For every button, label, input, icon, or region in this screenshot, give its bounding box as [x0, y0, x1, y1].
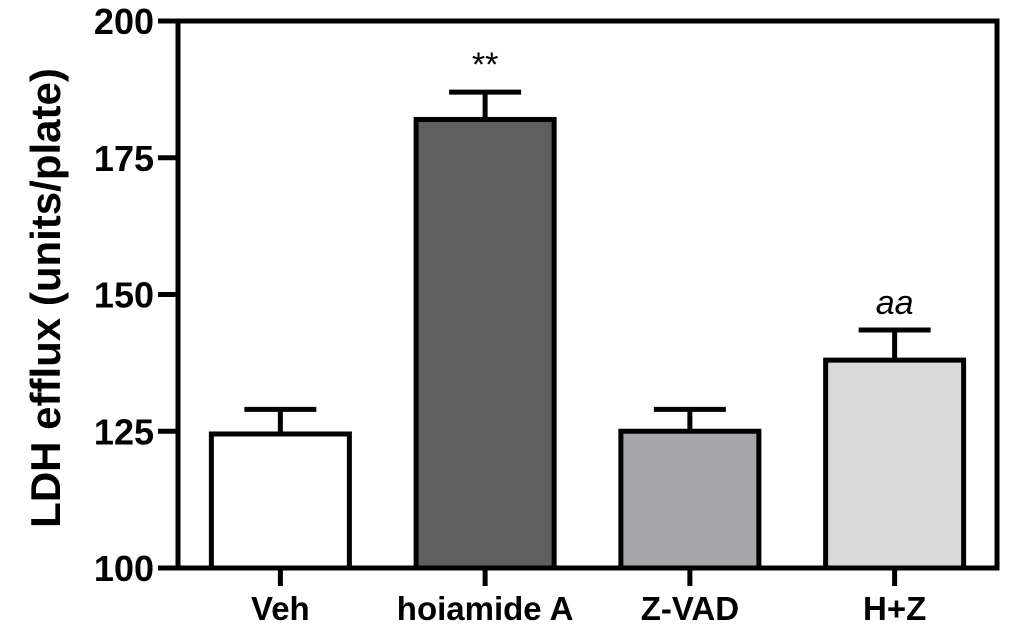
x-axis-ticks: Veh hoiamide A Z-VAD H+Z: [251, 568, 926, 627]
bar-hoiamide-a: [413, 116, 557, 571]
y-tick-label: 125: [94, 411, 154, 452]
x-tick-label: hoiamide A: [397, 590, 574, 627]
significance-label: **: [472, 46, 498, 84]
bar-z-vad: [618, 428, 762, 571]
y-tick-label: 175: [94, 138, 154, 179]
x-tick-label: Z-VAD: [641, 590, 739, 627]
x-tick-label: Veh: [251, 590, 310, 627]
y-tick-label: 100: [94, 548, 154, 589]
bar-h-z: [823, 357, 967, 571]
error-bars: [244, 89, 931, 434]
plot-frame: [175, 18, 1000, 571]
bars: [208, 116, 967, 571]
x-tick-label: H+Z: [863, 590, 926, 627]
y-axis-title: LDH efflux (units/plate): [22, 68, 69, 528]
y-axis-ticks: 100 125 150 175 200: [94, 1, 178, 589]
bar-veh: [208, 431, 352, 571]
significance-annotations: ** aa: [472, 46, 914, 322]
y-tick-label: 200: [94, 1, 154, 42]
y-tick-label: 150: [94, 275, 154, 316]
significance-label: aa: [876, 284, 914, 322]
